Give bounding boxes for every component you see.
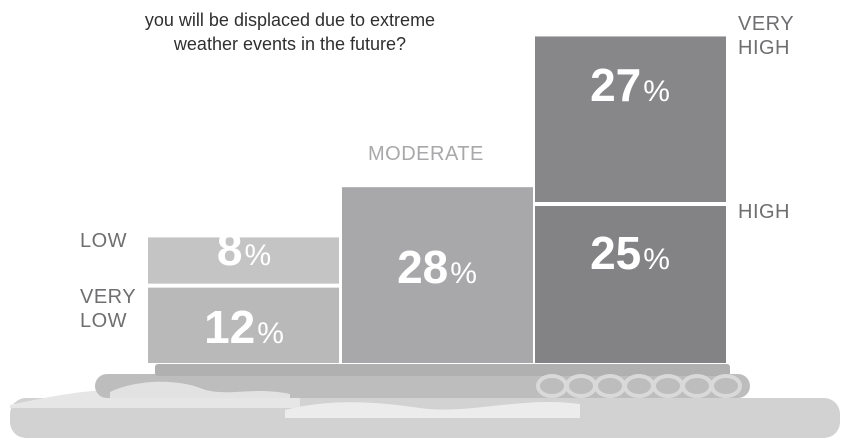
question-line-2: weather events in the future? (173, 34, 407, 54)
value-moderate-percent: % (450, 257, 477, 290)
value-very-high-percent: % (643, 75, 670, 108)
value-low-percent: % (244, 239, 272, 272)
value-label-very-low: 12% (150, 300, 338, 358)
bar-very-high (535, 36, 726, 202)
ground-wave (10, 388, 300, 408)
question-line-1: you will be displaced due to extreme (144, 10, 436, 30)
value-label-high: 25% (536, 226, 724, 284)
label-very-high: VERY HIGH (738, 12, 794, 60)
value-very-low-percent: % (257, 317, 284, 350)
bar-very-low (148, 287, 339, 363)
chart-question: you will be displaced due to extreme wea… (100, 8, 480, 56)
platform-top (155, 364, 730, 376)
label-low: LOW (80, 230, 128, 252)
label-very-low-line-1: VERY (80, 286, 137, 308)
label-very-high-line-2: HIGH (738, 37, 790, 59)
value-label-low: 8% (150, 222, 338, 280)
label-very-low: VERY LOW (80, 285, 136, 333)
bar-high (535, 206, 726, 363)
ground-wave-2 (285, 401, 580, 418)
platform-wave (110, 381, 290, 398)
value-high-percent: % (643, 243, 670, 276)
bars-group (148, 36, 726, 363)
value-moderate-number: 28 (397, 241, 449, 293)
value-label-moderate: 28% (343, 240, 531, 298)
value-high-number: 25 (590, 227, 642, 279)
ring-7 (710, 374, 742, 398)
label-very-low-line-2: LOW (80, 310, 128, 332)
bar-moderate (342, 187, 533, 363)
value-very-high-number: 27 (590, 59, 642, 111)
value-very-low-number: 12 (204, 301, 256, 353)
label-high: HIGH (738, 201, 790, 223)
label-moderate: MODERATE (368, 143, 484, 165)
value-label-very-high: 27% (536, 58, 724, 116)
label-very-high-line-1: VERY (738, 13, 795, 35)
value-low-number: 8 (216, 223, 243, 275)
ring-chain (536, 374, 742, 398)
bar-low (148, 237, 339, 284)
